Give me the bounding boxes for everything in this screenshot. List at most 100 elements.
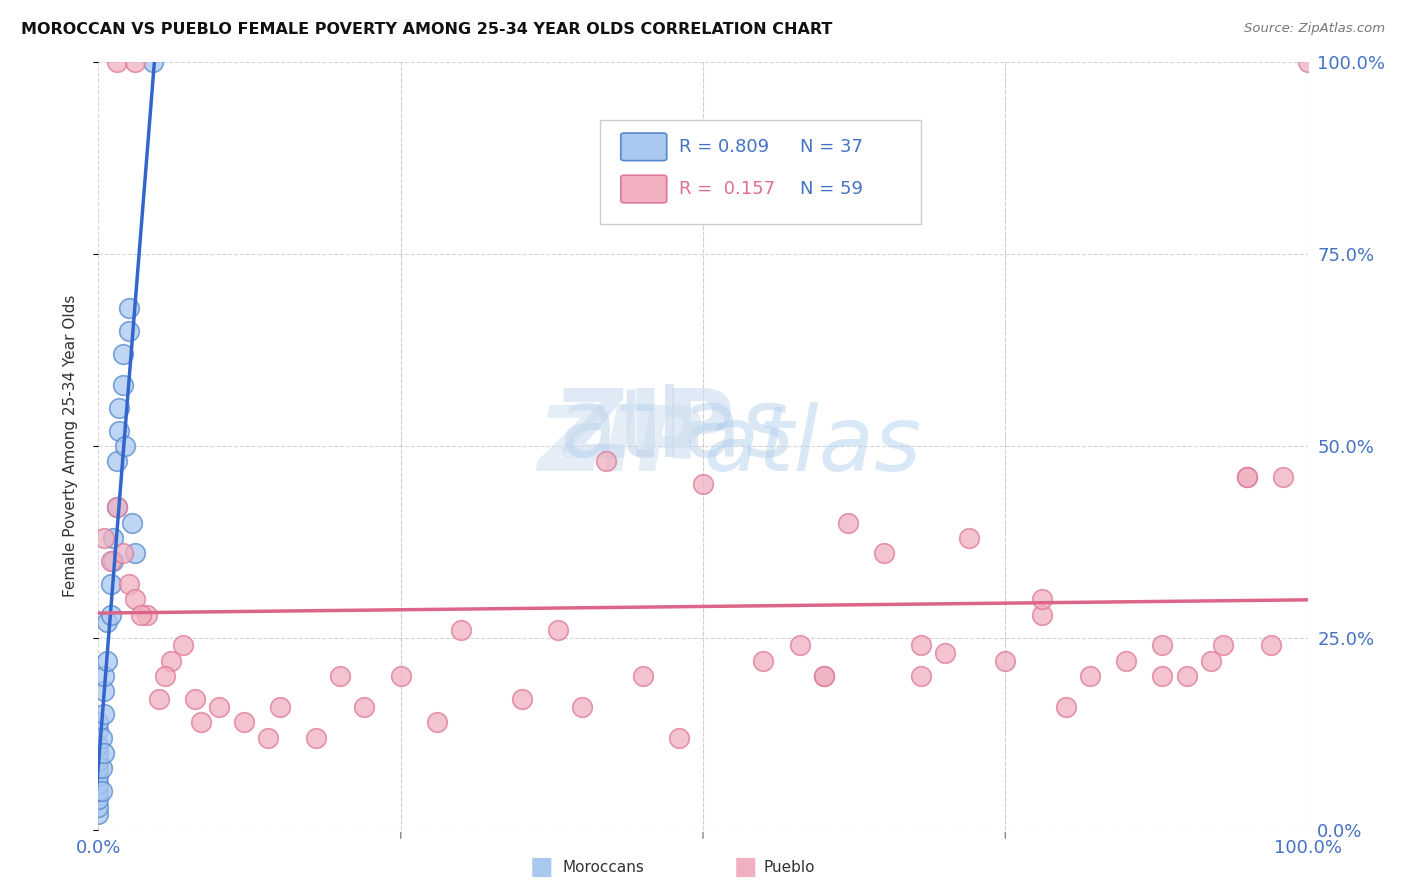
Point — [547, 623, 569, 637]
Point — [873, 546, 896, 560]
Point — [910, 639, 932, 653]
Point — [87, 792, 110, 806]
Point — [1236, 469, 1258, 483]
Point — [450, 623, 472, 637]
Text: Moroccans: Moroccans — [562, 860, 644, 874]
Point — [813, 669, 835, 683]
Point — [108, 424, 131, 438]
Point — [1054, 699, 1077, 714]
Point — [142, 55, 165, 70]
Point — [1272, 469, 1295, 483]
Text: Source: ZipAtlas.com: Source: ZipAtlas.com — [1244, 22, 1385, 36]
Point — [87, 723, 110, 737]
Point — [118, 324, 141, 338]
Text: Pueblo: Pueblo — [763, 860, 815, 874]
Point — [1260, 639, 1282, 653]
Point — [105, 454, 128, 468]
Point — [91, 731, 114, 745]
Point — [124, 55, 146, 70]
Point — [668, 731, 690, 745]
Point — [153, 669, 176, 683]
Point — [87, 807, 110, 822]
Point — [184, 692, 207, 706]
Point — [1115, 654, 1137, 668]
Point — [813, 669, 835, 683]
Point — [105, 55, 128, 70]
Point — [87, 746, 110, 760]
Point — [752, 654, 775, 668]
Point — [190, 715, 212, 730]
Point — [100, 577, 122, 591]
FancyBboxPatch shape — [621, 133, 666, 161]
Point — [957, 531, 980, 545]
Point — [172, 639, 194, 653]
Text: N = 37: N = 37 — [800, 138, 863, 156]
Point — [129, 607, 152, 622]
Point — [389, 669, 412, 683]
Point — [111, 347, 134, 361]
Text: ■: ■ — [530, 855, 553, 879]
Point — [87, 754, 110, 768]
Point — [93, 746, 115, 760]
Point — [269, 699, 291, 714]
Point — [101, 531, 124, 545]
Text: MOROCCAN VS PUEBLO FEMALE POVERTY AMONG 25-34 YEAR OLDS CORRELATION CHART: MOROCCAN VS PUEBLO FEMALE POVERTY AMONG … — [21, 22, 832, 37]
Point — [93, 669, 115, 683]
Point — [1199, 654, 1222, 668]
Point — [105, 500, 128, 515]
Point — [87, 761, 110, 775]
Point — [789, 639, 811, 653]
Point — [1236, 469, 1258, 483]
Point — [101, 554, 124, 568]
Point — [837, 516, 859, 530]
Point — [1031, 607, 1053, 622]
Point — [124, 592, 146, 607]
Point — [353, 699, 375, 714]
Point — [91, 784, 114, 798]
Point — [87, 784, 110, 798]
Point — [87, 715, 110, 730]
Point — [1296, 55, 1319, 70]
Point — [1212, 639, 1234, 653]
Text: atlas: atlas — [703, 402, 921, 490]
Point — [111, 546, 134, 560]
Point — [305, 731, 328, 745]
Point — [232, 715, 254, 730]
Point — [93, 531, 115, 545]
Point — [510, 692, 533, 706]
FancyBboxPatch shape — [600, 120, 921, 224]
Text: N = 59: N = 59 — [800, 180, 863, 198]
Point — [910, 669, 932, 683]
Point — [118, 301, 141, 315]
Point — [1031, 592, 1053, 607]
Text: ZIP: ZIP — [537, 402, 703, 490]
Point — [91, 761, 114, 775]
Point — [160, 654, 183, 668]
Point — [426, 715, 449, 730]
Point — [87, 776, 110, 790]
Text: R =  0.157: R = 0.157 — [679, 180, 775, 198]
Point — [108, 401, 131, 415]
Point — [87, 769, 110, 783]
Text: ■: ■ — [734, 855, 756, 879]
Point — [1078, 669, 1101, 683]
Point — [329, 669, 352, 683]
Point — [111, 377, 134, 392]
Point — [93, 707, 115, 722]
Point — [96, 615, 118, 630]
Point — [93, 684, 115, 698]
Point — [692, 477, 714, 491]
Point — [595, 454, 617, 468]
Point — [105, 500, 128, 515]
Point — [148, 692, 170, 706]
Point — [87, 799, 110, 814]
Point — [87, 738, 110, 752]
Text: R = 0.809: R = 0.809 — [679, 138, 769, 156]
Point — [114, 439, 136, 453]
Point — [1152, 639, 1174, 653]
Point — [121, 516, 143, 530]
Point — [1152, 669, 1174, 683]
Text: atlas: atlas — [558, 384, 793, 477]
Y-axis label: Female Poverty Among 25-34 Year Olds: Female Poverty Among 25-34 Year Olds — [63, 295, 77, 597]
Point — [124, 546, 146, 560]
